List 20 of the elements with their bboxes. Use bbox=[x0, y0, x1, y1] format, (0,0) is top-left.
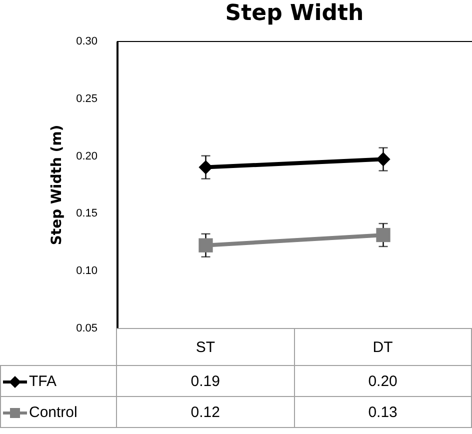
point bbox=[198, 238, 213, 252]
point bbox=[198, 160, 213, 174]
data-label: 0.20 bbox=[294, 366, 472, 396]
y-tick-label: 0.15 bbox=[76, 208, 98, 220]
data-label: 0.12 bbox=[116, 396, 294, 428]
point bbox=[376, 152, 390, 166]
y-tick-label: 0.25 bbox=[76, 92, 98, 105]
data-label: 0.19 bbox=[116, 366, 294, 396]
chart-title: Step Width bbox=[225, 1, 364, 26]
legend-label: TFA bbox=[29, 372, 57, 390]
y-tick-label: 0.20 bbox=[76, 150, 98, 162]
data-label: 0.13 bbox=[294, 396, 472, 428]
y-tick-label: 0.10 bbox=[76, 265, 98, 278]
y-axis-title: Step Width (m) bbox=[49, 124, 66, 246]
x-tick-label: DT bbox=[294, 328, 472, 366]
y-tick-label: 0.30 bbox=[76, 36, 98, 48]
legend-label: Control bbox=[29, 404, 78, 420]
x-tick-label: ST bbox=[116, 328, 294, 366]
point bbox=[376, 228, 390, 242]
y-tick-label: 0.05 bbox=[76, 322, 98, 334]
